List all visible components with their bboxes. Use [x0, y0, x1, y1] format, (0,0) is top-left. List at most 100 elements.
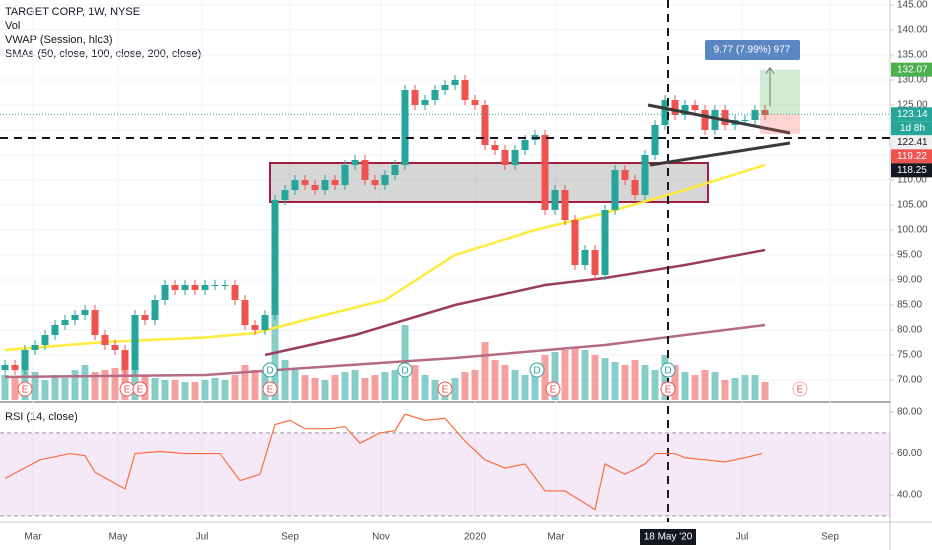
volume-bar: [91, 372, 99, 400]
legend-item: SMAs (50, close, 100, close, 200, close): [5, 48, 201, 60]
volume-bar: [631, 360, 639, 400]
event-label: D: [401, 366, 408, 377]
volume-bar: [711, 372, 719, 400]
volume-bar: [431, 380, 439, 400]
price-label: 118.25: [897, 165, 927, 176]
y-tick-label: 135.00: [897, 50, 928, 61]
price-label-box: [891, 135, 932, 150]
volume-bar: [491, 360, 499, 400]
volume-bar: [71, 370, 79, 400]
event-badge: [17, 381, 33, 397]
volume-bar: [31, 372, 39, 400]
event-label: E: [137, 385, 144, 396]
candle-body: [281, 190, 289, 200]
position-target: [760, 69, 800, 115]
price-label: 123.14: [897, 109, 928, 120]
volume-bar: [211, 378, 219, 400]
x-tick-label: Nov: [372, 532, 390, 543]
position-stop: [760, 114, 800, 134]
x-tick-label: Jul: [736, 532, 749, 543]
volume-bar: [571, 348, 579, 400]
candle-body: [191, 285, 199, 290]
candle-body: [181, 285, 189, 290]
y-tick-label: 105.00: [897, 200, 928, 211]
candle-body: [681, 105, 689, 115]
candle-body: [401, 90, 409, 165]
volume-bar: [191, 382, 199, 400]
event-badge: [660, 362, 676, 378]
event-badge: [397, 362, 413, 378]
candle-body: [231, 285, 239, 300]
volume-bar: [281, 360, 289, 400]
candle-body: [641, 155, 649, 195]
candle-body: [241, 300, 249, 325]
volume-bar: [421, 375, 429, 400]
volume-bar: [371, 375, 379, 400]
volume-bar: [221, 380, 229, 400]
candle-body: [91, 310, 99, 335]
candle-body: [581, 250, 589, 265]
volume-bar: [311, 378, 319, 400]
legend-item: VWAP (Session, hlc3): [5, 34, 113, 46]
date-label-box: [640, 529, 696, 545]
volume-bar: [761, 382, 769, 400]
volume-bar: [271, 300, 279, 400]
event-label: E: [442, 385, 449, 396]
candle-body: [721, 110, 729, 125]
volume-bar: [201, 380, 209, 400]
rsi-title: RSI (14, close): [5, 411, 78, 423]
candle-body: [11, 365, 19, 370]
event-badge: [660, 381, 676, 397]
volume-bar: [681, 372, 689, 400]
date-label: 18 May '20: [644, 532, 693, 543]
candle-body: [631, 180, 639, 195]
volume-bar: [101, 370, 109, 400]
volume-bar: [521, 375, 529, 400]
volume-bar: [641, 365, 649, 400]
candle-body: [1, 365, 9, 370]
y-tick-label: 40.00: [897, 490, 922, 501]
candle-body: [81, 310, 89, 315]
candle-body: [711, 110, 719, 130]
volume-bar: [731, 378, 739, 400]
candle-body: [441, 85, 449, 90]
candle-body: [31, 345, 39, 350]
volume-bar: [231, 375, 239, 400]
volume-bar: [621, 365, 629, 400]
volume-bar: [741, 375, 749, 400]
x-tick-label: Mar: [547, 532, 565, 543]
event-label: E: [797, 385, 804, 396]
candle-body: [391, 165, 399, 175]
y-tick-label: 125.00: [897, 100, 928, 111]
legend-item: Vol: [5, 20, 20, 32]
y-tick-label: 75.00: [897, 350, 922, 361]
candle-body: [361, 160, 369, 180]
y-tick-label: 80.00: [897, 407, 922, 418]
event-badge: [437, 381, 453, 397]
volume-bar: [301, 375, 309, 400]
candle-body: [211, 285, 219, 286]
candle-body: [761, 110, 769, 115]
candle-body: [221, 285, 229, 286]
candle-body: [111, 345, 119, 350]
volume-bar: [671, 365, 679, 400]
candle-body: [561, 190, 569, 220]
candle-body: [321, 180, 329, 190]
volume-bar: [391, 370, 399, 400]
event-label: E: [124, 385, 131, 396]
candle-body: [261, 315, 269, 330]
price-label: 119.22: [897, 151, 927, 162]
volume-bar: [451, 378, 459, 400]
candle-body: [541, 135, 549, 210]
volume-bar: [661, 355, 669, 400]
price-label-box: [891, 149, 932, 164]
candle-body: [571, 220, 579, 265]
volume-bar: [361, 378, 369, 400]
volume-bar: [611, 362, 619, 400]
volume-bar: [121, 362, 129, 400]
candle-body: [251, 325, 259, 330]
volume-bar: [751, 375, 759, 400]
rsi-line: [4, 413, 763, 511]
event-badge: [529, 362, 545, 378]
